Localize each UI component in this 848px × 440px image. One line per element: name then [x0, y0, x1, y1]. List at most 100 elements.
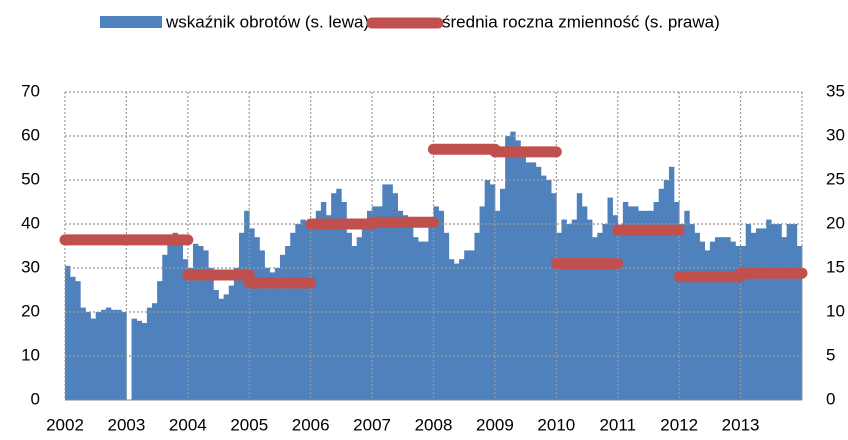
bar: [249, 228, 255, 400]
bar: [285, 246, 291, 400]
bar: [264, 268, 271, 400]
bar: [111, 309, 117, 400]
y-tick-label: 40: [21, 213, 40, 232]
bar: [658, 188, 665, 400]
bar: [423, 241, 429, 400]
bar: [755, 228, 762, 400]
bar: [397, 210, 404, 400]
bar: [443, 232, 450, 400]
bar: [413, 237, 419, 400]
bar: [254, 237, 260, 400]
x-tick-label: 2008: [415, 415, 453, 434]
bar: [494, 210, 501, 400]
bar: [233, 268, 240, 400]
bar: [474, 232, 480, 400]
bar: [182, 259, 189, 400]
bar: [597, 232, 603, 400]
bar: [418, 241, 424, 400]
bar: [259, 250, 265, 400]
bar: [157, 281, 163, 400]
y-tick-label: 10: [21, 345, 40, 364]
legend-label: średnia roczna zmienność (s. prawa): [442, 12, 720, 31]
bar: [177, 237, 184, 400]
bar: [525, 162, 532, 400]
y2-tick-label: 35: [826, 81, 845, 100]
bar: [346, 232, 352, 400]
y2-tick-label: 30: [826, 125, 845, 144]
bar: [745, 224, 752, 400]
bar: [766, 219, 772, 400]
bar: [146, 307, 153, 400]
y2-tick-label: 20: [826, 213, 845, 232]
bar: [300, 219, 306, 400]
bar: [208, 268, 214, 400]
bar: [80, 307, 86, 400]
y2-tick-label: 10: [826, 301, 845, 320]
bar: [500, 188, 506, 400]
y-tick-label: 30: [21, 257, 40, 276]
bar: [336, 188, 342, 400]
bar: [750, 232, 757, 400]
bar: [699, 241, 706, 400]
bar: [402, 215, 409, 400]
bar: [627, 206, 634, 400]
y2-tick-label: 15: [826, 257, 845, 276]
bar: [704, 250, 711, 400]
bar: [622, 202, 629, 400]
bar: [489, 184, 496, 400]
x-tick-label: 2011: [599, 415, 636, 434]
bar: [213, 290, 219, 400]
bar: [709, 241, 716, 400]
bar: [653, 202, 659, 400]
x-tick-label: 2005: [230, 415, 268, 434]
bar: [269, 272, 276, 400]
bar: [326, 215, 332, 400]
bar: [551, 193, 557, 400]
bar: [714, 237, 721, 400]
bar: [366, 210, 373, 400]
bar: [735, 246, 741, 400]
bar: [341, 202, 347, 400]
bar: [387, 184, 393, 400]
x-tick-label: 2009: [476, 415, 514, 434]
bar: [116, 309, 122, 400]
bar: [85, 312, 91, 400]
x-tick-label: 2012: [660, 415, 698, 434]
bar: [100, 309, 107, 400]
bar: [663, 180, 670, 400]
bar: [167, 241, 173, 400]
bar: [587, 219, 593, 400]
bar: [438, 210, 445, 400]
bar: [479, 206, 485, 400]
bar: [520, 153, 526, 400]
x-tick-label: 2013: [722, 415, 760, 434]
bar: [484, 180, 491, 400]
bar: [571, 219, 578, 400]
legend-label: wskaźnik obrotów (s. lewa): [165, 12, 369, 31]
bar: [218, 298, 224, 400]
bar: [320, 202, 327, 400]
bar: [162, 254, 168, 400]
bar: [761, 228, 767, 400]
y-tick-label: 70: [21, 81, 40, 100]
bar: [638, 210, 644, 400]
y-tick-label: 60: [21, 125, 40, 144]
y2-tick-label: 5: [826, 345, 835, 364]
bar: [203, 250, 209, 400]
bar: [674, 202, 680, 400]
bar: [648, 210, 654, 400]
bar: [720, 237, 726, 400]
bar: [433, 206, 439, 400]
bar: [617, 232, 624, 400]
bar: [351, 246, 358, 400]
bar: [131, 318, 137, 400]
bar: [510, 131, 516, 400]
bar: [556, 232, 562, 400]
y-tick-label: 20: [21, 301, 40, 320]
bar: [530, 162, 537, 400]
bar: [561, 219, 567, 400]
bar: [781, 237, 787, 400]
bar: [643, 210, 649, 400]
bar: [740, 246, 747, 400]
x-tick-label: 2007: [353, 415, 391, 434]
